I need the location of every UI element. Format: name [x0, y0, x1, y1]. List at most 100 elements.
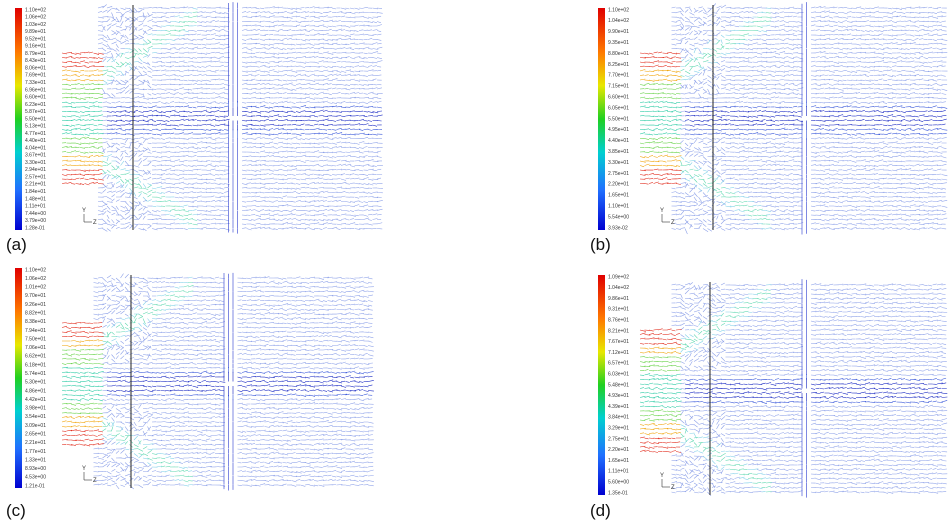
vector-field — [102, 276, 193, 487]
colorbar-label: 1.11e+01 — [25, 204, 46, 210]
vector-field — [61, 348, 104, 414]
colorbar-label: 6.18e+01 — [25, 362, 46, 368]
colorbar-label: 1.65e+01 — [608, 193, 629, 199]
colorbar-label: 5.87e+01 — [25, 109, 46, 115]
colorbar-label: 3.84e+01 — [608, 415, 629, 421]
colorbar-label: 3.67e+01 — [25, 153, 46, 159]
colorbar-label: 9.90e+01 — [608, 29, 629, 35]
colorbar-label: 8.82e+01 — [25, 311, 46, 317]
vector-field — [639, 82, 682, 154]
colorbar-label: 3.09e+01 — [25, 423, 46, 429]
vector-field — [680, 289, 772, 493]
panel-label: (a) — [6, 235, 27, 254]
colorbar-label: 1.10e+02 — [25, 7, 46, 13]
colorbar-label: 8.21e+01 — [608, 328, 629, 334]
panel-label: (c) — [6, 501, 26, 520]
panel: 1.09e+02 1.04e+02 9.86e+01 9.31e+01 8.76e+01… — [590, 274, 948, 520]
colorbar-label: 1.84e+01 — [25, 189, 46, 195]
colorbar-label: 5.74e+01 — [25, 371, 46, 377]
colorbar-label: 8.93e+00 — [25, 466, 46, 472]
colorbar-label: 6.03e+01 — [608, 372, 629, 378]
colorbar-label: 9.52e+01 — [25, 36, 46, 42]
vector-field — [671, 3, 948, 235]
vector-field — [61, 366, 104, 402]
colorbar-label: 4.95e+01 — [608, 127, 629, 133]
axis-y-label: Y — [660, 208, 664, 214]
colorbar-label: 6.60e+01 — [25, 95, 46, 101]
vector-field — [228, 2, 238, 234]
vector-field — [639, 51, 682, 185]
vector-field — [106, 371, 374, 397]
colorbar-label: 3.98e+01 — [25, 406, 46, 412]
colorbar-label: 4.04e+01 — [25, 145, 46, 151]
colorbar-label: 4.42e+01 — [25, 397, 46, 403]
colorbar-label: 6.57e+01 — [608, 361, 629, 367]
colorbar-label: 2.94e+01 — [25, 167, 46, 173]
vector-field — [61, 339, 104, 428]
colorbar-label: 7.70e+01 — [608, 73, 629, 79]
colorbar-label: 1.10e+01 — [608, 204, 629, 210]
colorbar-label: 1.01e+02 — [25, 285, 46, 291]
colorbar-label: 6.05e+01 — [608, 105, 629, 111]
colorbar-label: 2.57e+01 — [25, 174, 46, 180]
vector-field — [671, 282, 948, 497]
colorbar-label: 1.03e+02 — [25, 22, 46, 28]
colorbar-label: 4.40e+01 — [608, 138, 629, 144]
colorbar-label: 8.80e+01 — [608, 51, 629, 57]
colorbar-label: 9.31e+01 — [608, 307, 629, 313]
colorbar-label: 9.89e+01 — [25, 29, 46, 35]
vector-field — [639, 346, 682, 436]
colorbar-label: 3.93e-02 — [608, 225, 628, 231]
colorbar-label: 4.77e+01 — [25, 131, 46, 137]
colorbar-label: 1.21e-01 — [25, 483, 45, 489]
colorbar-label: 7.12e+01 — [608, 350, 629, 356]
vector-field — [102, 282, 194, 483]
colorbar-label: 6.60e+01 — [608, 95, 629, 101]
colorbar-label: 8.79e+01 — [25, 51, 46, 57]
vector-field — [680, 284, 772, 493]
colorbar-label: 2.75e+01 — [608, 436, 629, 442]
colorbar-label: 7.69e+01 — [25, 73, 46, 79]
colorbar-label: 8.43e+01 — [25, 58, 46, 64]
vector-field — [223, 272, 234, 491]
colorbar-label: 1.06e+02 — [25, 276, 46, 282]
axis-z-label: Z — [93, 220, 97, 226]
axis-z-label: Z — [93, 478, 97, 484]
colorbar-label: 1.09e+02 — [608, 274, 629, 280]
colorbar-label: 1.04e+02 — [608, 285, 629, 291]
colorbar — [15, 268, 22, 488]
colorbar-label: 9.26e+01 — [25, 302, 46, 308]
vector-field — [61, 69, 104, 167]
vector-field — [93, 273, 374, 490]
colorbar-label: 1.04e+02 — [608, 18, 629, 24]
colorbar-label: 1.06e+02 — [25, 15, 46, 21]
colorbar-label: 7.44e+00 — [25, 211, 46, 217]
colorbar-label: 2.21e+01 — [25, 440, 46, 446]
panel: 1.10e+02 1.06e+02 1.01e+02 9.70e+01 9.26e+01… — [6, 267, 374, 520]
vector-field — [102, 11, 198, 226]
colorbar — [598, 275, 605, 495]
axis-y-label: Y — [82, 466, 86, 472]
axis-z-label: Z — [671, 220, 675, 226]
colorbar-label: 4.40e+01 — [25, 138, 46, 144]
colorbar-label: 1.48e+01 — [25, 196, 46, 202]
vector-field — [102, 7, 198, 229]
colorbar-label: 8.38e+01 — [25, 319, 46, 325]
vector-field — [639, 69, 682, 168]
colorbar-label: 7.33e+01 — [25, 80, 46, 86]
colorbar-label: 5.54e+00 — [608, 214, 629, 220]
colorbar-label: 1.10e+02 — [608, 7, 629, 13]
colorbar-label: 2.21e+01 — [25, 182, 46, 188]
vector-field — [801, 279, 807, 498]
vector-field — [684, 378, 948, 403]
colorbar-label: 3.85e+01 — [608, 149, 629, 155]
colorbar-label: 9.16e+01 — [25, 44, 46, 50]
colorbar-label: 7.67e+01 — [608, 339, 629, 345]
colorbar-label: 3.29e+01 — [608, 426, 629, 432]
colorbar-label: 3.30e+01 — [25, 160, 46, 166]
axis-y-label: Y — [82, 208, 86, 214]
colorbar-label: 5.50e+01 — [608, 116, 629, 122]
axis-y-label: Y — [660, 473, 664, 479]
colorbar-label: 1.11e+01 — [608, 469, 629, 475]
